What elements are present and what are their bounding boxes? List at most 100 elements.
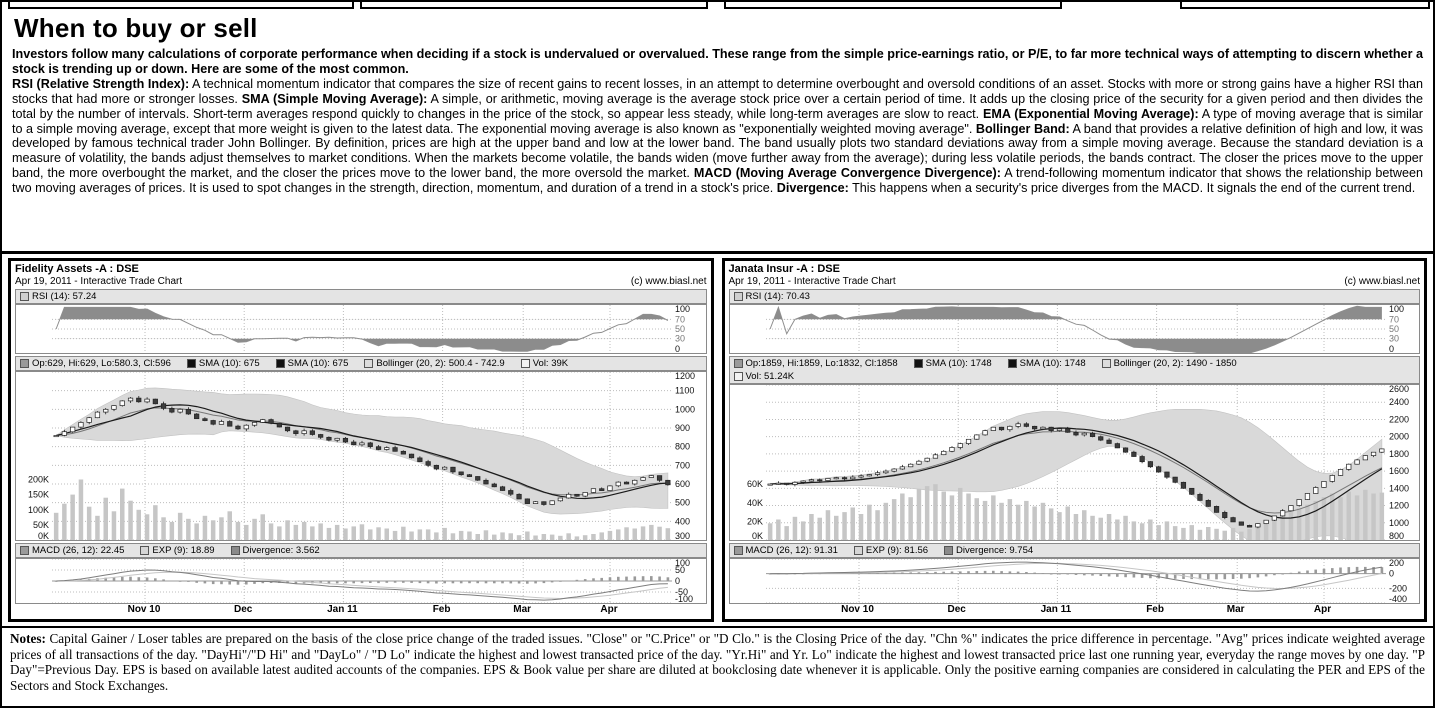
svg-text:50: 50: [675, 565, 685, 575]
table-fragment: [360, 2, 708, 9]
table-fragment: [724, 2, 1062, 9]
legend-swatch-icon: [733, 292, 743, 301]
svg-text:0: 0: [675, 576, 680, 586]
charts-row: Fidelity Assets -A : DSE Apr 19, 2011 - …: [2, 254, 1433, 626]
x-axis-month-label: Apr: [600, 604, 618, 615]
svg-text:300: 300: [675, 531, 690, 540]
legend-item: RSI (14): 57.24: [20, 291, 96, 302]
legend-item: EXP (9): 81.56: [853, 545, 928, 556]
definitions-paragraph: RSI (Relative Strength Index): A technic…: [12, 76, 1423, 196]
article-section: When to buy or sell Investors follow man…: [2, 11, 1433, 254]
svg-text:700: 700: [675, 460, 690, 470]
x-axis-month-label: Feb: [432, 604, 451, 615]
svg-text:400: 400: [675, 516, 690, 526]
svg-text:0: 0: [675, 344, 680, 353]
svg-text:0: 0: [1389, 344, 1394, 353]
legend-item: Bollinger (20, 2): 500.4 - 742.9: [364, 358, 505, 369]
price-plot: 1200 1100 1000 900 800 700 600 500 400 300 200K 150…: [15, 371, 707, 541]
legend-item: SMA (10): 675: [275, 358, 348, 369]
legend-swatch-icon: [944, 546, 954, 555]
notes-text: Capital Gainer / Loser tables are prepar…: [10, 631, 1426, 693]
chart-box-janata: Janata Insur -A : DSE Apr 19, 2011 - Int…: [721, 258, 1427, 622]
x-axis-month-label: Nov 10: [841, 604, 874, 615]
chart-copyright: (c) www.biasl.net: [630, 276, 707, 287]
chart-box-fidelity: Fidelity Assets -A : DSE Apr 19, 2011 - …: [8, 258, 714, 622]
svg-text:1200: 1200: [675, 372, 695, 381]
svg-text:800: 800: [1389, 531, 1404, 540]
intro-paragraph: Investors follow many calculations of co…: [12, 47, 1423, 76]
svg-text:40K: 40K: [746, 498, 762, 508]
svg-text:1000: 1000: [675, 404, 695, 414]
definition-term: Bollinger Band:: [975, 121, 1070, 136]
svg-text:70: 70: [675, 314, 685, 324]
table-fragment: [1180, 2, 1430, 9]
legend-swatch-icon: [230, 546, 240, 555]
price-plot: 2600 2400 2200 2000 1800 1600 1400 1200 1000 800 6…: [728, 384, 1420, 541]
svg-text:-100: -100: [675, 594, 693, 603]
definition-term: SMA (Simple Moving Average):: [241, 91, 428, 106]
svg-text:500: 500: [675, 498, 690, 508]
svg-text:0: 0: [1389, 569, 1394, 579]
x-axis-month-label: Dec: [234, 604, 253, 615]
legend-swatch-icon: [186, 359, 196, 368]
x-axis-month-label: Dec: [947, 604, 966, 615]
legend-swatch-icon: [140, 546, 150, 555]
legend-swatch-icon: [20, 546, 29, 555]
svg-text:150K: 150K: [28, 490, 49, 500]
legend-item: Vol: 51.24K: [733, 371, 794, 382]
svg-text:50K: 50K: [33, 520, 49, 530]
top-table-fragments: [2, 2, 1433, 11]
svg-text:-400: -400: [1389, 594, 1407, 603]
legend-swatch-icon: [20, 292, 29, 301]
svg-text:2000: 2000: [1389, 432, 1409, 442]
svg-text:200: 200: [1389, 559, 1404, 568]
rsi-legend: RSI (14): 57.24: [15, 289, 707, 304]
legend-swatch-icon: [1007, 359, 1017, 368]
svg-text:100: 100: [675, 305, 690, 314]
chart-title: Janata Insur -A : DSE: [728, 263, 840, 275]
legend-item: RSI (14): 70.43: [733, 291, 810, 302]
definition-term: RSI (Relative Strength Index):: [12, 76, 190, 91]
macd-legend: MACD (26, 12): 22.45 EXP (9): 18.89 Diverg…: [15, 543, 707, 558]
rsi-plot: 100 70 50 30 0: [728, 304, 1420, 354]
legend-swatch-icon: [913, 359, 923, 368]
svg-text:70: 70: [1389, 314, 1399, 324]
definition-term: EMA (Exponential Moving Average):: [982, 106, 1199, 121]
price-legend: Op:1859, Hi:1859, Lo:1832, Cl:1858 SMA (1…: [728, 356, 1420, 384]
x-axis-month-label: Jan 11: [1040, 604, 1072, 615]
x-axis-month-label: Jan 11: [327, 604, 358, 615]
legend-swatch-icon: [853, 546, 863, 555]
svg-text:50: 50: [1389, 324, 1399, 334]
legend-swatch-icon: [520, 359, 530, 368]
svg-text:0K: 0K: [751, 531, 762, 540]
svg-text:100: 100: [1389, 305, 1404, 314]
svg-text:1800: 1800: [1389, 449, 1409, 459]
legend-swatch-icon: [20, 359, 29, 368]
notes-label: Notes:: [10, 631, 46, 646]
x-axis-month-label: Apr: [1313, 604, 1332, 615]
svg-text:-50: -50: [675, 587, 688, 597]
svg-text:200K: 200K: [28, 475, 49, 485]
svg-text:2200: 2200: [1389, 414, 1409, 424]
price-legend: Op:629, Hi:629, Lo:580.3, Cl:596 SMA (10)…: [15, 356, 707, 371]
svg-text:900: 900: [675, 423, 690, 433]
svg-text:1400: 1400: [1389, 483, 1409, 493]
svg-text:1100: 1100: [675, 386, 694, 396]
rsi-plot: 100 70 50 30 0: [15, 304, 707, 354]
svg-text:100K: 100K: [28, 505, 49, 515]
svg-text:2600: 2600: [1389, 385, 1409, 394]
svg-text:30: 30: [1389, 334, 1399, 344]
legend-item: Op:629, Hi:629, Lo:580.3, Cl:596: [20, 358, 171, 369]
x-axis-month-label: Nov 10: [127, 604, 161, 615]
legend-item: Bollinger (20, 2): 1490 - 1850: [1101, 358, 1237, 369]
x-axis-labels: Nov 10 Dec Jan 11 Feb Mar Apr: [15, 604, 707, 617]
svg-text:30: 30: [675, 334, 685, 344]
legend-item: SMA (10): 675: [186, 358, 260, 369]
svg-text:800: 800: [675, 442, 690, 452]
x-axis-month-label: Feb: [1146, 604, 1164, 615]
x-axis-labels: Nov 10 Dec Jan 11 Feb Mar Apr: [729, 604, 1421, 617]
svg-text:600: 600: [675, 479, 690, 489]
legend-swatch-icon: [733, 546, 743, 555]
svg-text:1000: 1000: [1389, 518, 1409, 528]
svg-text:20K: 20K: [746, 516, 762, 526]
